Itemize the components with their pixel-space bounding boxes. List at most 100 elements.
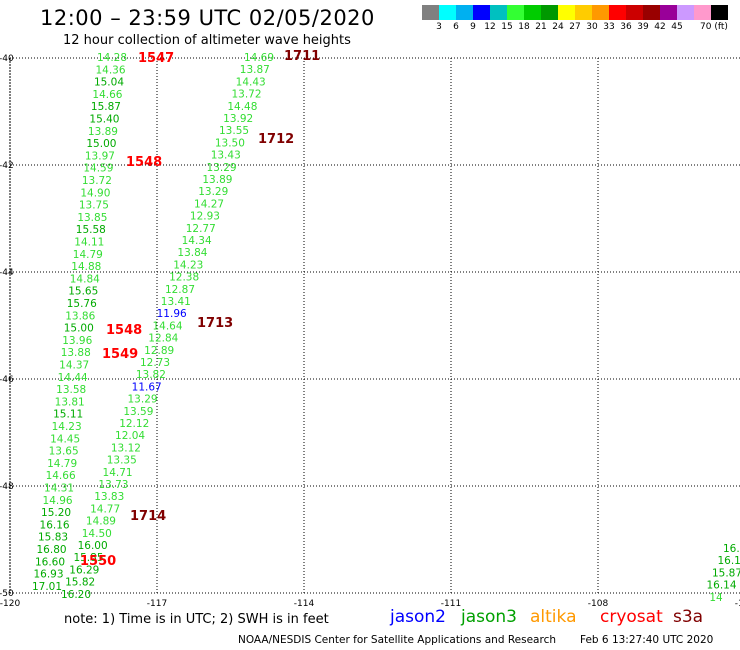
generated-timestamp: Feb 6 13:27:40 UTC 2020	[580, 634, 714, 646]
legend-label: 15	[501, 22, 513, 32]
wave-height-value: 13.12	[111, 442, 141, 454]
wave-height-value: 14.31	[44, 483, 74, 495]
latitude-tick-label: -42	[0, 161, 14, 171]
wave-height-value: 13.84	[177, 247, 207, 259]
legend-swatch	[677, 5, 694, 20]
wave-height-value: 14.45	[50, 433, 80, 445]
wave-height-value: 13.41	[161, 296, 191, 308]
wave-height-value: 13.75	[79, 200, 109, 212]
wave-height-value: 16.20	[61, 589, 91, 601]
wave-height-value: 14.23	[52, 421, 82, 433]
satellite-s3a-label: s3a	[673, 607, 704, 627]
longitude-tick-label: -120	[0, 599, 20, 609]
wave-height-value: 15.20	[41, 507, 71, 519]
legend-label: 27	[569, 22, 581, 32]
wave-height-value: 12.04	[115, 430, 145, 442]
legend-swatch	[660, 5, 677, 20]
wave-height-value: 11.67	[132, 381, 162, 393]
wave-height-value: 13.86	[65, 310, 95, 322]
longitude-tick-label: -117	[147, 599, 167, 609]
legend-label: 21	[535, 22, 547, 32]
wave-height-value: 14.59	[83, 163, 113, 175]
longitude-tick-label: -105	[735, 599, 740, 609]
wave-height-value: 16.10	[717, 555, 740, 567]
legend-label: 36	[620, 22, 632, 32]
cryosat-pass-time: 1547	[138, 51, 174, 66]
wave-height-value: 13.29	[198, 186, 228, 198]
latitude-tick-label: -40	[0, 54, 14, 64]
s3a-pass-time: 1713	[197, 316, 233, 331]
wave-height-value: 14.79	[73, 249, 103, 261]
wave-height-value: 12.89	[144, 345, 174, 357]
satellite-jason2-label: jason2	[390, 607, 446, 627]
page-subtitle: 12 hour collection of altimeter wave hei…	[63, 33, 351, 48]
wave-height-value: 12.73	[140, 357, 170, 369]
wave-height-value: 12.87	[165, 284, 195, 296]
wave-height-value: 15.04	[94, 77, 124, 89]
wave-height-value: 15.65	[68, 286, 98, 298]
wave-height-value: 13.82	[136, 369, 166, 381]
wave-height-value: 12.38	[169, 272, 199, 284]
cryosat-pass-time: 1550	[80, 554, 116, 569]
wave-height-value: 15.11	[53, 409, 83, 421]
wave-height-value: 12.84	[148, 333, 178, 345]
footer-note: note: 1) Time is in UTC; 2) SWH is in fe…	[64, 612, 329, 627]
wave-height-value: 15.87	[91, 101, 121, 113]
wave-height-value: 12.12	[119, 418, 149, 430]
wave-height-value: 14.71	[103, 467, 133, 479]
pass-time-labels: 1547 1548 1548 1549 1550 1711 1712 1713 1714	[80, 49, 320, 569]
legend-swatch	[558, 5, 575, 20]
wave-height-value: 14.27	[194, 198, 224, 210]
wave-height-value: 13.89	[202, 174, 232, 186]
wave-height-value: 13.29	[207, 162, 237, 174]
s3a-pass-time: 1714	[130, 509, 166, 524]
wave-height-value: 11.96	[157, 308, 187, 320]
wave-height-value: 14.37	[59, 360, 89, 372]
cryosat-pass-time: 1548	[126, 155, 162, 170]
wave-height-value: 16.16	[40, 519, 70, 531]
latitude-tick-label: -44	[0, 268, 14, 278]
wave-height-value: 13.92	[223, 113, 253, 125]
wave-height-value: 13.81	[55, 396, 85, 408]
legend-label: 39	[637, 22, 649, 32]
legend-label: 70 (ft)	[700, 22, 728, 32]
wave-height-value: 14.44	[58, 372, 88, 384]
legend-swatch	[609, 5, 626, 20]
legend-label: 3	[436, 22, 442, 32]
wave-height-value: 13.35	[107, 455, 137, 467]
wave-height-value: 15.76	[67, 298, 97, 310]
wave-height-value: 14.84	[70, 273, 100, 285]
wave-height-value: 14.36	[95, 64, 125, 76]
wave-height-value: 13.96	[62, 335, 92, 347]
wave-height-value: 13.59	[123, 406, 153, 418]
wave-height-value: 12.77	[186, 223, 216, 235]
legend-swatch	[575, 5, 592, 20]
satellite-altika-label: altika	[530, 607, 577, 627]
legend-swatch	[694, 5, 711, 20]
s3a-pass-time: 1712	[258, 132, 294, 147]
wave-height-value: 15.00	[86, 138, 116, 150]
page-title: 12:00 – 23:59 UTC 02/05/2020	[40, 6, 375, 30]
wave-height-value: 14.69	[244, 52, 274, 64]
wave-height-value: 13.55	[219, 125, 249, 137]
legend-swatch	[592, 5, 609, 20]
wave-height-value: 16.40	[723, 543, 740, 555]
legend-label: 33	[603, 22, 615, 32]
wave-height-value: 13.29	[128, 394, 158, 406]
wave-height-value: 14.11	[74, 237, 104, 249]
longitude-tick-label: -108	[588, 599, 609, 609]
wave-height-value: 13.72	[82, 175, 112, 187]
wave-height-value: 14.66	[92, 89, 122, 101]
wave-height-value: 15.83	[38, 532, 68, 544]
legend-swatch	[490, 5, 507, 20]
wave-height-observations: 14.2814.3615.0414.6615.8715.4013.8915.00…	[32, 52, 740, 604]
wave-height-value: 15.85	[73, 552, 103, 564]
wave-height-value: 14.34	[182, 235, 212, 247]
longitude-tick-label: -111	[441, 599, 461, 609]
legend-swatch	[473, 5, 490, 20]
wave-height-value: 15.82	[65, 577, 95, 589]
legend-label: 12	[484, 22, 496, 32]
legend-label: 9	[470, 22, 476, 32]
legend-swatch	[626, 5, 643, 20]
axis-tick-labels: -120 -117 -114 -111 -108 -105 -40 -42 -44 -46 -48 -…	[0, 54, 740, 609]
